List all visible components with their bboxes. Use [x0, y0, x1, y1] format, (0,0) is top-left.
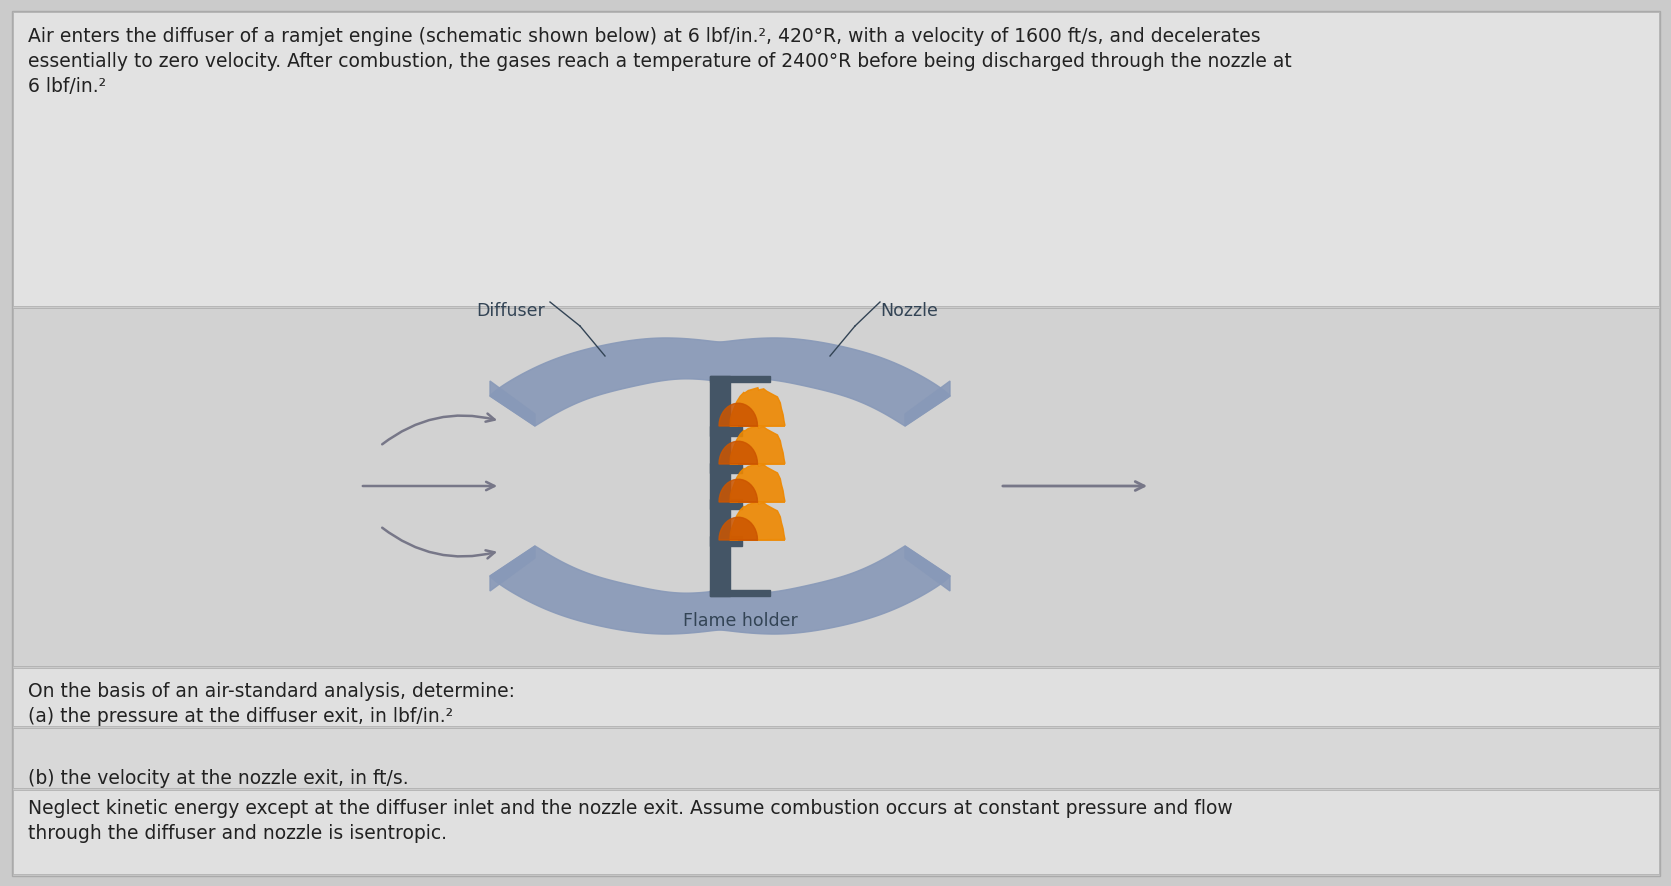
- Text: essentially to zero velocity. After combustion, the gases reach a temperature of: essentially to zero velocity. After comb…: [28, 52, 1292, 71]
- Polygon shape: [710, 377, 770, 383]
- Polygon shape: [710, 463, 742, 473]
- Polygon shape: [906, 547, 951, 591]
- Text: 6 lbf/in.²: 6 lbf/in.²: [28, 77, 107, 96]
- Bar: [13, 668, 1659, 727]
- Polygon shape: [490, 547, 535, 591]
- Bar: [13, 728, 1659, 789]
- Text: Flame holder: Flame holder: [683, 611, 797, 629]
- Text: Neglect kinetic energy except at the diffuser inlet and the nozzle exit. Assume : Neglect kinetic energy except at the dif…: [28, 798, 1233, 817]
- Polygon shape: [719, 404, 757, 426]
- Text: On the basis of an air-standard analysis, determine:: On the basis of an air-standard analysis…: [28, 681, 515, 700]
- Polygon shape: [710, 500, 742, 509]
- Polygon shape: [710, 426, 742, 437]
- Polygon shape: [490, 338, 951, 426]
- Polygon shape: [490, 382, 535, 426]
- Polygon shape: [710, 590, 770, 596]
- Polygon shape: [906, 382, 951, 426]
- Text: (b) the velocity at the nozzle exit, in ft/s.: (b) the velocity at the nozzle exit, in …: [28, 768, 409, 787]
- Polygon shape: [730, 464, 785, 502]
- Polygon shape: [719, 442, 757, 464]
- Text: Air enters the diffuser of a ramjet engine (schematic shown below) at 6 lbf/in.²: Air enters the diffuser of a ramjet engi…: [28, 27, 1260, 46]
- Bar: [13, 308, 1659, 666]
- Text: through the diffuser and nozzle is isentropic.: through the diffuser and nozzle is isent…: [28, 823, 448, 842]
- Polygon shape: [730, 388, 785, 427]
- FancyBboxPatch shape: [12, 12, 1659, 876]
- Polygon shape: [710, 536, 742, 547]
- Text: (a) the pressure at the diffuser exit, in lbf/in.²: (a) the pressure at the diffuser exit, i…: [28, 706, 453, 725]
- Bar: [13, 13, 1659, 307]
- Polygon shape: [730, 502, 785, 540]
- Text: Diffuser: Diffuser: [476, 301, 545, 320]
- Polygon shape: [730, 426, 785, 465]
- Polygon shape: [719, 479, 757, 502]
- Text: Nozzle: Nozzle: [881, 301, 937, 320]
- Polygon shape: [719, 517, 757, 540]
- Bar: [13, 790, 1659, 874]
- Polygon shape: [710, 377, 730, 596]
- Polygon shape: [490, 547, 951, 634]
